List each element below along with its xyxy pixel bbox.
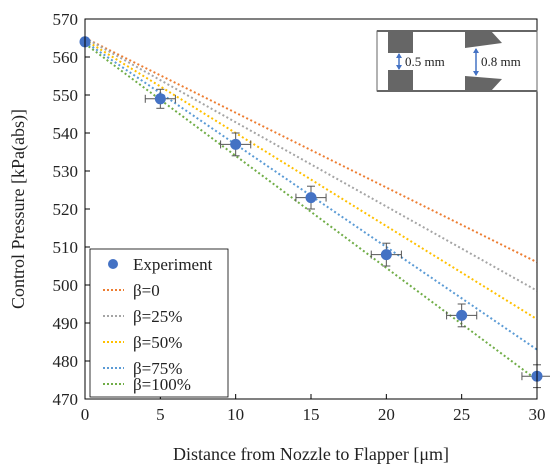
inset-label-0-5mm: 0.5 mm <box>405 54 445 69</box>
series-line-3 <box>84 39 538 321</box>
y-tick-label: 490 <box>53 314 79 333</box>
nozzle-lower-block <box>388 70 413 91</box>
x-tick-label: 10 <box>227 405 244 424</box>
experiment-points-group <box>79 36 550 389</box>
legend-label-beta-100: β=100% <box>133 375 191 394</box>
x-axis-title: Distance from Nozzle to Flapper [μm] <box>173 444 449 464</box>
experiment-point <box>230 138 242 150</box>
flapper-upper-wedge <box>465 31 502 48</box>
y-tick-label: 550 <box>53 86 79 105</box>
legend-label-beta-0: β=0 <box>133 281 160 300</box>
x-tick-label: 0 <box>81 405 90 424</box>
plot-area-frame <box>84 18 538 400</box>
legend-label-beta-25: β=25% <box>133 307 182 326</box>
y-axis-title: Control Pressure [kPa(abs)] <box>8 109 29 309</box>
legend-frame <box>89 248 229 398</box>
experiment-point <box>380 249 392 261</box>
y-tick-label: 480 <box>53 352 79 371</box>
legend-label-experiment: Experiment <box>133 255 213 274</box>
legend-label-beta-75: β=75% <box>133 359 182 378</box>
x-tick-label: 5 <box>156 405 165 424</box>
y-tick-label: 540 <box>53 124 79 143</box>
gap-arrowhead-right-up <box>473 48 479 53</box>
experiment-point <box>456 309 468 321</box>
series-line-1 <box>84 37 538 264</box>
legend: Experiment β=0 β=25% β=50% β=75% β=100% <box>89 248 229 398</box>
gap-arrowhead-right-down <box>473 71 479 76</box>
gap-arrowhead-left-up <box>396 53 402 58</box>
series-line-2 <box>84 37 538 292</box>
inset-label-0-8mm: 0.8 mm <box>481 54 521 69</box>
x-tick-label: 25 <box>453 405 470 424</box>
nozzle-upper-block <box>388 31 413 53</box>
y-tick-label: 520 <box>53 200 79 219</box>
experiment-point <box>305 192 317 204</box>
gap-arrowhead-left-down <box>396 65 402 70</box>
y-tick-label: 570 <box>53 10 79 29</box>
x-tick-label: 20 <box>378 405 395 424</box>
flapper-lower-wedge <box>465 76 502 91</box>
y-tick-label: 530 <box>53 162 79 181</box>
y-tick-label: 500 <box>53 276 79 295</box>
experiment-point <box>154 93 166 105</box>
legend-label-beta-50: β=50% <box>133 333 182 352</box>
y-tick-label: 560 <box>53 48 79 67</box>
x-tick-label: 15 <box>303 405 320 424</box>
y-tick-label: 470 <box>53 390 79 409</box>
y-tick-label: 510 <box>53 238 79 257</box>
nozzle-flapper-schematic: 0.5 mm 0.8 mm <box>376 30 538 92</box>
legend-marker-experiment <box>108 259 118 269</box>
x-tick-label: 30 <box>529 405 546 424</box>
